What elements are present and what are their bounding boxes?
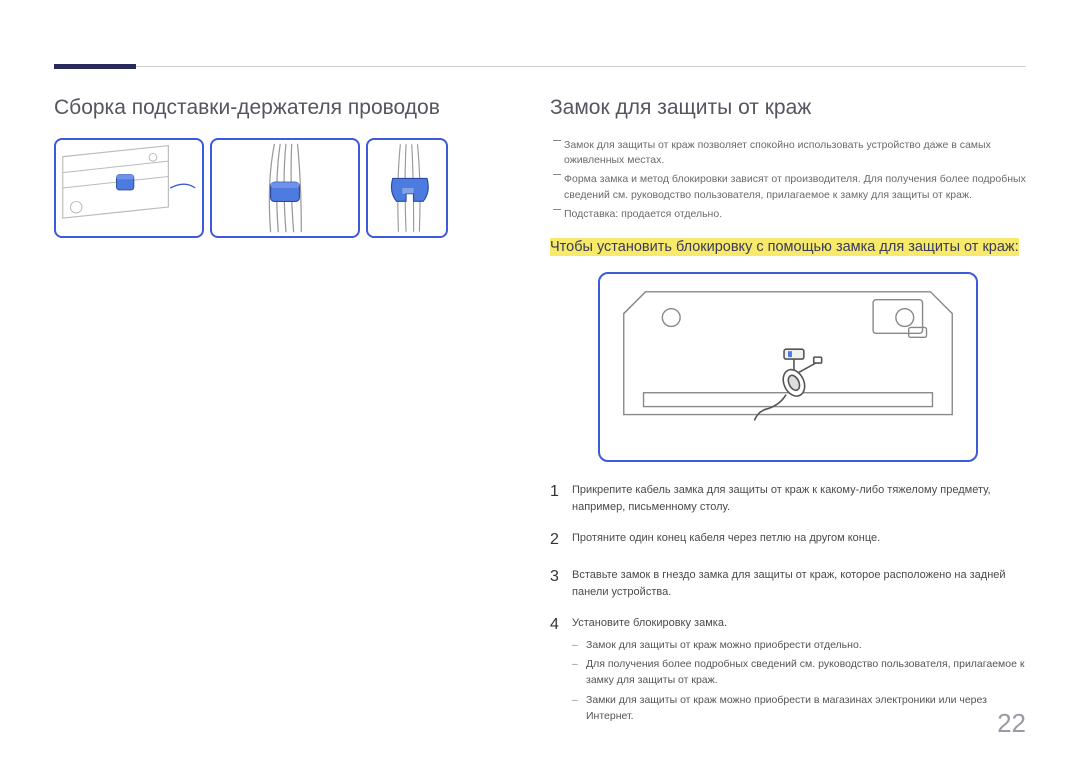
step-item: Протяните один конец кабеля через петлю … — [550, 528, 1026, 553]
subheading-wrap: Чтобы установить блокировку с помощью за… — [550, 234, 1026, 260]
sub-item: Для получения более подробных сведений с… — [572, 657, 1026, 689]
note-item: Форма замка и метод блокировки зависят о… — [550, 172, 1026, 202]
left-heading: Сборка подставки-держателя проводов — [54, 96, 504, 120]
sub-text: Для получения более подробных сведений с… — [586, 657, 1026, 689]
note-text: Форма замка и метод блокировки зависят о… — [564, 172, 1026, 202]
page-content: Сборка подставки-держателя проводов — [0, 0, 1080, 740]
step-text: Протяните один конец кабеля через петлю … — [572, 528, 1026, 553]
right-heading: Замок для защиты от краж — [550, 96, 1026, 120]
illus-panel-1 — [54, 138, 204, 238]
step-body: Установите блокировку замка. Замок для з… — [572, 613, 1026, 729]
sub-item: Замки для защиты от краж можно приобрест… — [572, 693, 1026, 725]
illus-panel-2 — [210, 138, 360, 238]
step-item: Вставьте замок в гнездо замка для защиты… — [550, 565, 1026, 601]
illus-panel-3 — [366, 138, 448, 238]
step-item: Установите блокировку замка. Замок для з… — [550, 613, 1026, 729]
note-dash-icon — [550, 172, 564, 202]
note-dash-icon — [550, 207, 564, 222]
top-accent-bar — [54, 64, 136, 69]
left-column: Сборка подставки-держателя проводов — [54, 96, 504, 740]
note-list: Замок для защиты от краж позволяет споко… — [550, 138, 1026, 222]
step-text: Вставьте замок в гнездо замка для защиты… — [572, 565, 1026, 601]
steps-list: Прикрепите кабель замка для защиты от кр… — [550, 480, 1026, 729]
page-number: 22 — [997, 708, 1026, 739]
subheading-highlighted: Чтобы установить блокировку с помощью за… — [550, 238, 1019, 256]
step-text: Прикрепите кабель замка для защиты от кр… — [572, 480, 1026, 516]
note-text: Замок для защиты от краж позволяет споко… — [564, 138, 1026, 168]
top-rule — [54, 66, 1026, 67]
note-text: Подставка: продается отдельно. — [564, 207, 1026, 222]
step-item: Прикрепите кабель замка для защиты от кр… — [550, 480, 1026, 516]
sub-text: Замок для защиты от краж можно приобрест… — [586, 638, 862, 654]
step-text: Установите блокировку замка. — [572, 617, 727, 629]
lock-illustration-wrap — [550, 272, 1026, 462]
note-item: Замок для защиты от краж позволяет споко… — [550, 138, 1026, 168]
note-dash-icon — [550, 138, 564, 168]
step-sublist: Замок для защиты от краж можно приобрест… — [572, 638, 1026, 725]
sub-item: Замок для защиты от краж можно приобрест… — [572, 638, 1026, 654]
right-column: Замок для защиты от краж Замок для защит… — [550, 96, 1026, 740]
note-item: Подставка: продается отдельно. — [550, 207, 1026, 222]
sub-text: Замки для защиты от краж можно приобрест… — [586, 693, 1026, 725]
cable-holder-illustrations — [54, 138, 504, 238]
lock-illustration — [598, 272, 978, 462]
